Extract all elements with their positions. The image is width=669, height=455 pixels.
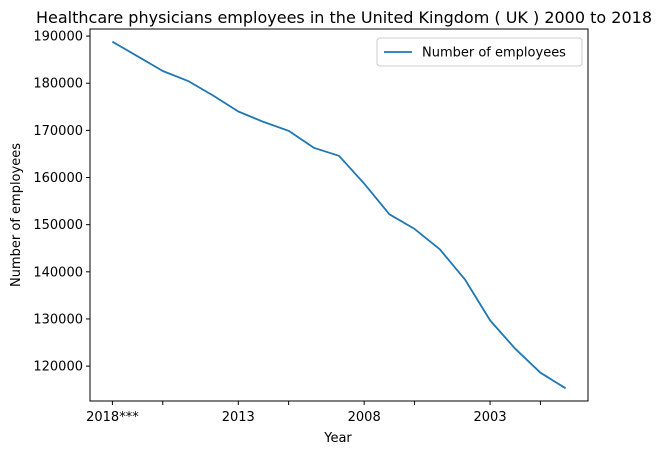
data-point xyxy=(438,248,441,251)
chart-title: Healthcare physicians employees in the U… xyxy=(36,8,652,27)
y-tick-label: 120000 xyxy=(33,360,83,375)
plot-frame xyxy=(89,28,589,402)
x-tick-label: 2008 xyxy=(348,410,381,425)
legend-label: Number of employees xyxy=(422,46,566,61)
x-axis-label: Year xyxy=(323,431,352,446)
y-tick-label: 180000 xyxy=(33,77,83,92)
data-point xyxy=(111,40,114,43)
data-point xyxy=(186,79,189,82)
data-point xyxy=(237,110,240,113)
data-point xyxy=(363,182,366,185)
y-axis-label: Number of employees xyxy=(9,143,24,287)
data-point xyxy=(463,278,466,281)
x-tick-label: 2018*** xyxy=(86,410,139,425)
data-point xyxy=(312,146,315,149)
data-point xyxy=(489,319,492,322)
x-tick-label: 2003 xyxy=(474,410,507,425)
legend: Number of employees xyxy=(376,37,583,67)
data-point xyxy=(262,120,265,123)
y-tick-label: 150000 xyxy=(33,218,83,233)
y-tick-label: 140000 xyxy=(33,265,83,280)
data-point xyxy=(388,213,391,216)
data-point xyxy=(338,154,341,157)
y-tick-label: 170000 xyxy=(33,124,83,139)
data-point xyxy=(212,94,215,97)
legend-box xyxy=(376,37,583,67)
plot-area: 120000 130000 140000 150000 160000 170000 1800… xyxy=(33,28,589,425)
y-tick-label: 160000 xyxy=(33,171,83,186)
x-tick-label: 2013 xyxy=(222,410,255,425)
data-point xyxy=(564,387,567,390)
series-line xyxy=(111,40,567,390)
data-point xyxy=(287,129,290,132)
data-point xyxy=(539,371,542,374)
y-tick-label: 130000 xyxy=(33,312,83,327)
data-point xyxy=(413,227,416,230)
data-point xyxy=(136,55,139,58)
data-point xyxy=(514,347,517,350)
y-tick-label: 190000 xyxy=(33,30,83,45)
data-point xyxy=(161,69,164,72)
